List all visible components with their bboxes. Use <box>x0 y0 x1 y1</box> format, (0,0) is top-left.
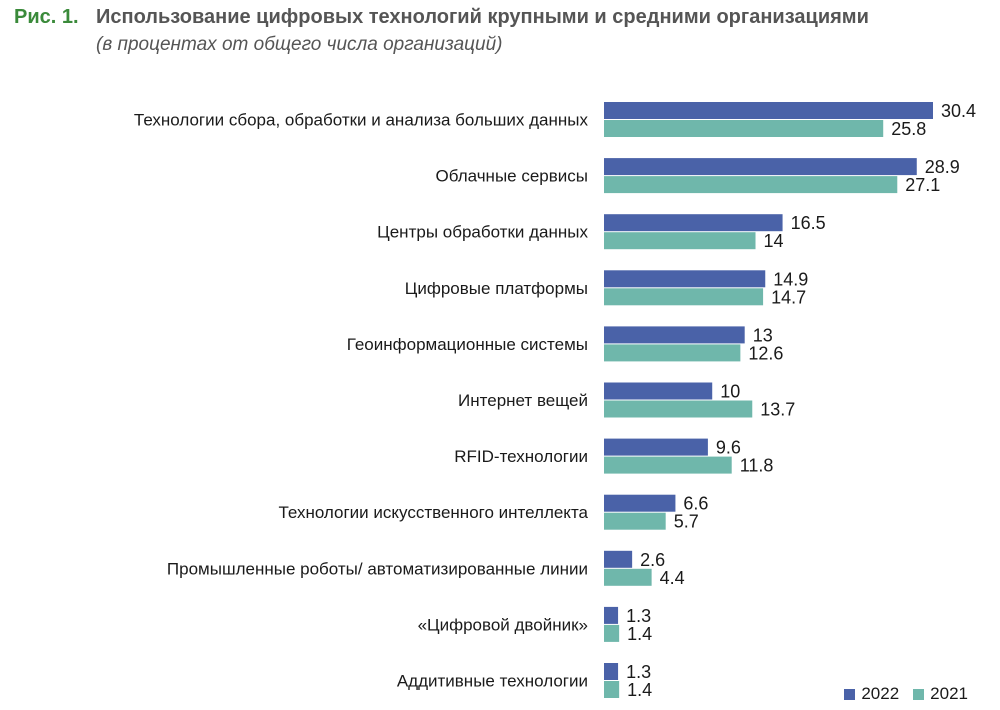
bar-series-2 <box>604 288 764 306</box>
data-label-series-1: 13 <box>753 325 773 345</box>
category-label: Цифровые платформы <box>405 279 588 298</box>
data-label-series-2: 1.4 <box>627 680 652 700</box>
bar-series-2 <box>604 512 666 530</box>
bar-series-2 <box>604 624 620 642</box>
legend-item-series-2: 2021 <box>913 684 968 704</box>
category-label: Центры обработки данных <box>377 223 588 242</box>
data-label-series-1: 2.6 <box>640 550 665 570</box>
data-label-series-2: 11.8 <box>740 456 774 476</box>
bar-series-1 <box>604 606 619 624</box>
category-label: Технологии сбора, обработки и анализа бо… <box>134 111 589 130</box>
bar-series-2 <box>604 176 898 194</box>
figure-number: Рис. 1. <box>14 6 79 28</box>
bar-series-1 <box>604 102 933 119</box>
bar-series-1 <box>604 326 745 344</box>
bar-series-1 <box>604 382 713 400</box>
data-label-series-1: 14.9 <box>773 269 808 289</box>
data-label-series-2: 14 <box>764 231 784 251</box>
bar-series-2 <box>604 681 620 698</box>
bar-series-1 <box>604 550 633 568</box>
data-label-series-2: 13.7 <box>760 400 795 420</box>
bar-series-1 <box>604 158 917 176</box>
category-label: Технологии искусственного интеллекта <box>278 503 588 522</box>
legend-swatch-series-2 <box>913 688 925 700</box>
bar-series-1 <box>604 663 619 680</box>
bar-series-1 <box>604 214 783 232</box>
bar-series-2 <box>604 568 652 586</box>
bar-series-2 <box>604 400 753 418</box>
legend-label-series-2: 2021 <box>930 684 968 703</box>
data-label-series-2: 27.1 <box>905 175 940 195</box>
bar-series-2 <box>604 120 884 137</box>
data-label-series-2: 14.7 <box>771 287 806 307</box>
data-label-series-1: 10 <box>720 382 740 402</box>
category-label: «Цифровой двойник» <box>418 615 588 634</box>
data-label-series-2: 4.4 <box>660 568 685 588</box>
bar-series-1 <box>604 494 676 512</box>
category-label: Интернет вещей <box>458 391 588 410</box>
legend-item-series-1: 2022 <box>844 684 899 704</box>
category-label: Аддитивные технологии <box>397 672 588 691</box>
data-label-series-1: 9.6 <box>716 438 741 458</box>
data-label-series-2: 25.8 <box>891 119 926 139</box>
data-label-series-2: 1.4 <box>627 624 652 644</box>
data-label-series-1: 28.9 <box>925 157 960 177</box>
bar-series-2 <box>604 344 741 362</box>
data-label-series-2: 5.7 <box>674 512 699 532</box>
chart-title: Использование цифровых технологий крупны… <box>96 6 869 28</box>
category-label: Облачные сервисы <box>436 167 589 186</box>
bar-series-1 <box>604 438 708 456</box>
data-label-series-2: 12.6 <box>748 343 783 363</box>
category-label: RFID-технологии <box>454 447 588 466</box>
data-label-series-1: 30.4 <box>941 101 976 121</box>
bar-series-1 <box>604 270 766 288</box>
bar-series-2 <box>604 456 732 474</box>
category-label: Геоинформационные системы <box>347 335 588 354</box>
chart-legend: 2022 2021 <box>830 684 968 704</box>
legend-swatch-series-1 <box>844 688 856 700</box>
data-label-series-1: 6.6 <box>683 494 708 514</box>
data-label-series-1: 1.3 <box>626 662 651 682</box>
chart-subtitle: (в процентах от общего числа организаций… <box>96 34 503 55</box>
data-label-series-1: 16.5 <box>791 213 826 233</box>
bar-series-2 <box>604 232 756 250</box>
legend-label-series-1: 2022 <box>861 684 900 703</box>
category-label: Промышленные роботы/ автоматизированные … <box>167 559 588 578</box>
data-label-series-1: 1.3 <box>626 606 651 626</box>
